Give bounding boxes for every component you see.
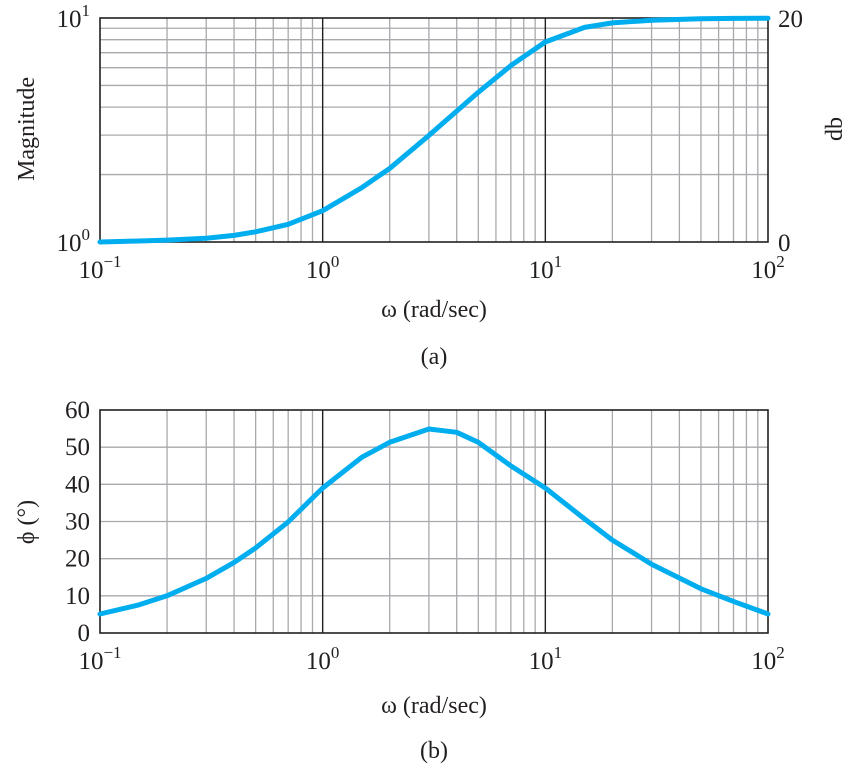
y-tick-label: 0 [78,620,91,647]
x-tick-label: 10−1 [78,643,121,675]
phase-x-label: ω (rad/sec) [381,693,487,719]
phase-y-ticks: 0 10 20 30 40 50 60 [65,397,90,647]
y-tick-label: 100 [57,225,91,257]
magnitude-db-ticks: 0 20 [778,6,803,257]
phase-x-ticks: 10−1 100 101 102 [78,643,784,675]
magnitude-plot-frame [99,17,769,243]
magnitude-y-label: Magnitude [14,77,40,181]
x-tick-label: 100 [306,252,340,284]
db-tick-label: 20 [778,6,803,33]
phase-curve [97,426,771,617]
x-tick-label: 100 [306,643,340,675]
magnitude-x-ticks: 10−1 100 101 102 [78,252,784,284]
phase-grid [100,410,768,633]
magnitude-grid [100,18,768,242]
magnitude-x-label: ω (rad/sec) [381,297,487,323]
db-tick-label: 0 [778,230,791,257]
y-tick-label: 50 [65,434,90,461]
y-tick-label: 30 [65,509,90,536]
caption-b: (b) [420,738,448,764]
x-tick-label: 10−1 [78,252,121,284]
magnitude-curve [97,15,771,245]
y-tick-label: 20 [65,546,90,573]
caption-a: (a) [421,344,448,370]
y-tick-label: 10 [65,583,90,610]
y-tick-label: 40 [65,471,90,498]
x-tick-label: 102 [751,252,785,284]
magnitude-y-ticks: 100 101 [57,1,91,257]
x-tick-label: 101 [529,643,563,675]
y-tick-label: 60 [65,397,90,424]
phase-plot-frame [99,409,769,634]
y-tick-label: 101 [57,1,91,33]
magnitude-db-label: db [822,117,848,141]
x-tick-label: 101 [529,252,563,284]
phase-panel: 10−1 100 101 102 0 10 20 30 40 50 60 ϕ (°) ω (rad… [14,397,785,764]
phase-y-label: ϕ (°) [14,500,40,544]
x-tick-label: 102 [751,643,785,675]
